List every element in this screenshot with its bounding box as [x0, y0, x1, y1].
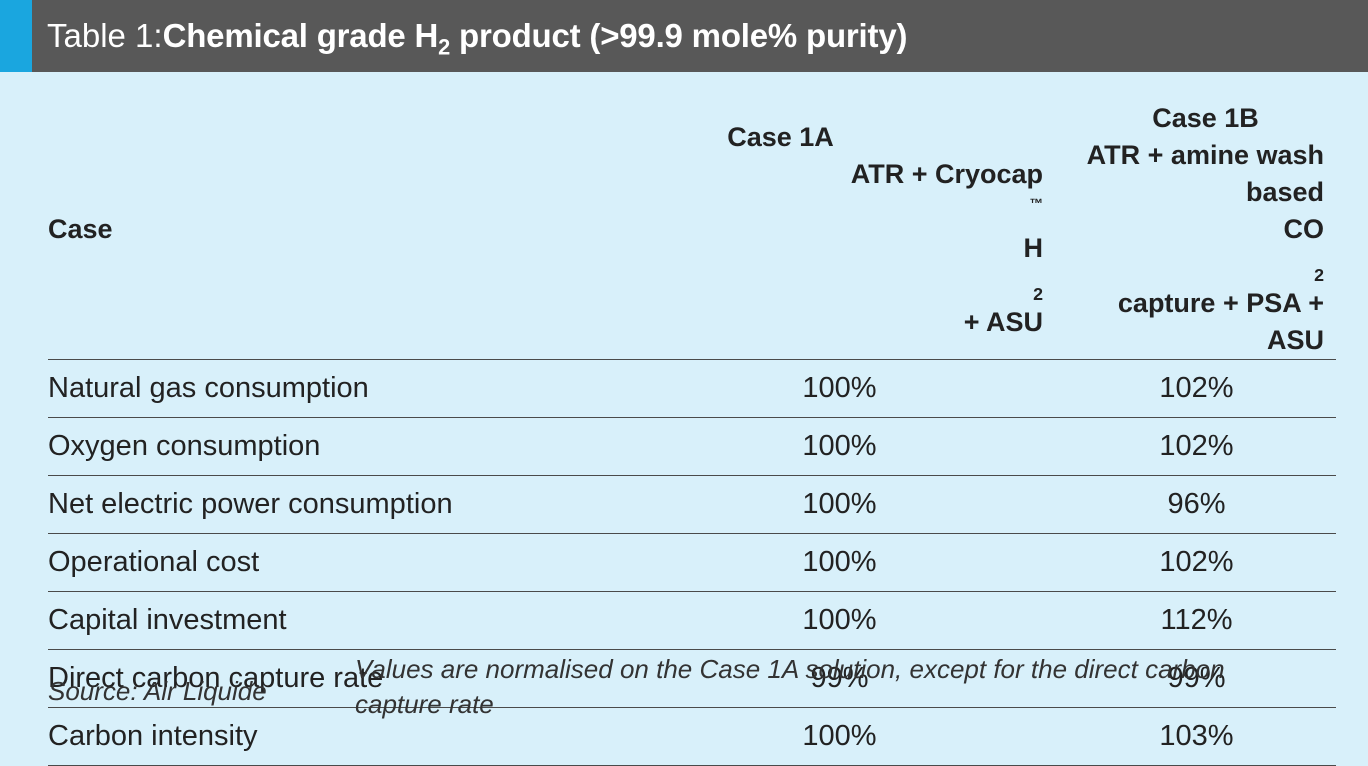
row-label: Oxygen consumption — [48, 417, 488, 476]
cell-case-1a: 100% — [488, 533, 1057, 592]
row-label: Natural gas consumption — [48, 359, 488, 418]
title-accent-bar — [0, 0, 32, 72]
table-row: Oxygen consumption 100% 102% — [48, 417, 1336, 476]
cell-case-1a: 100% — [488, 417, 1057, 476]
normalisation-note: Values are normalised on the Case 1A sol… — [355, 654, 1225, 719]
table-row: Capital investment 100% 112% — [48, 591, 1336, 650]
row-label: Operational cost — [48, 533, 488, 592]
cell-case-1a: 99% — [488, 649, 1057, 708]
cell-case-1a: 100% — [488, 359, 1057, 418]
row-label: Capital investment — [48, 591, 488, 650]
table-row: Direct carbon capture rate 99% 99% — [48, 649, 1336, 708]
cell-case-1b: 102% — [1057, 359, 1336, 418]
cell-case-1b: 102% — [1057, 417, 1336, 476]
table-row: Operational cost 100% 102% — [48, 533, 1336, 592]
table-title: Table 1: Chemical grade H2 product (>99.… — [32, 0, 1368, 72]
cell-case-1b: 99% — [1057, 649, 1336, 708]
row-label: Direct carbon capture rate — [48, 649, 488, 708]
row-label: Net electric power consumption — [48, 475, 488, 534]
table-row: Net electric power consumption 100% 96% — [48, 475, 1336, 534]
table-title-text: Chemical grade H2 product (>99.9 mole% p… — [162, 17, 908, 60]
cell-case-1b: 112% — [1057, 591, 1336, 650]
cell-case-1a: 100% — [488, 475, 1057, 534]
cell-case-1a: 100% — [488, 591, 1057, 650]
header-case-1b: Case 1B ATR + amine wash based CO 2 captu… — [1057, 100, 1336, 360]
table-number: Table 1: — [47, 17, 163, 54]
source-caption: Source: Air Liquide — [48, 676, 267, 706]
header-case-label: Case — [48, 100, 488, 360]
table-row: Natural gas consumption 100% 102% — [48, 359, 1336, 418]
cell-case-1b: 102% — [1057, 533, 1336, 592]
cell-case-1b: 96% — [1057, 475, 1336, 534]
